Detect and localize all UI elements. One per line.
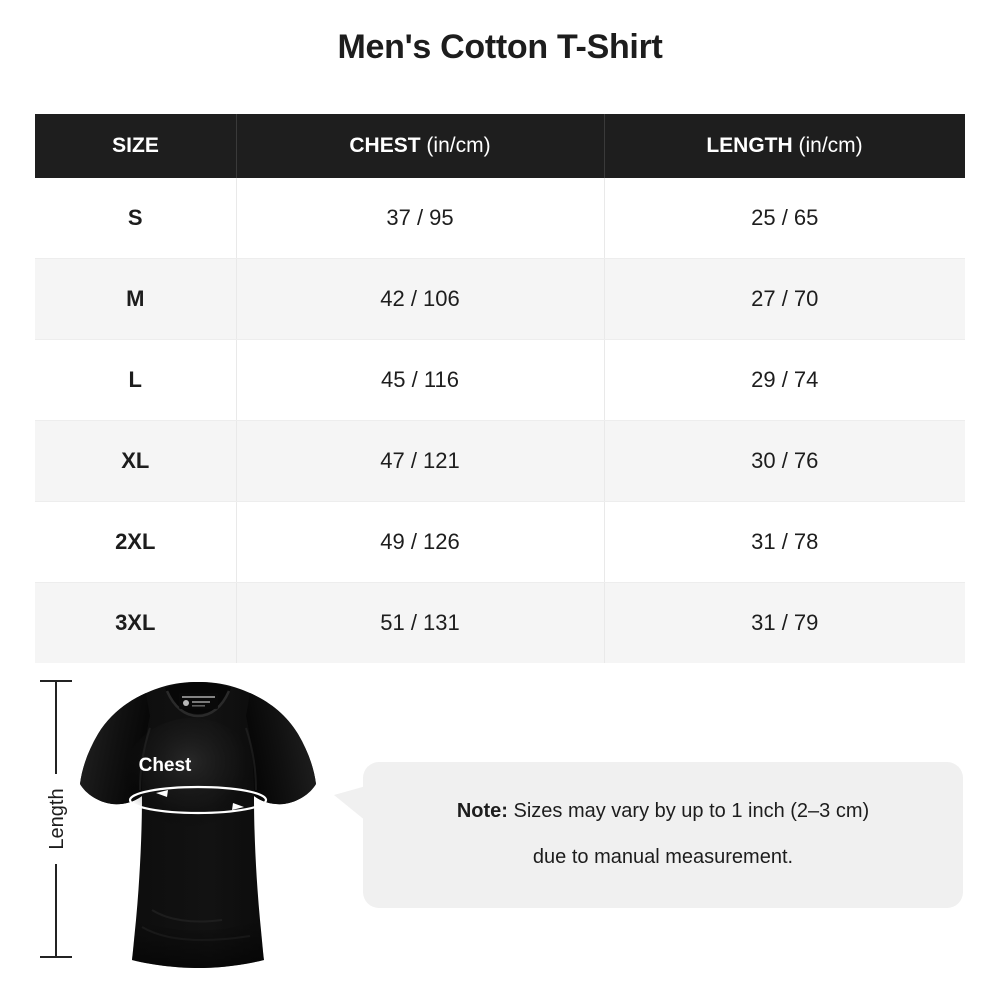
cell-chest: 42 / 106 [236, 258, 605, 340]
table-header-row: SIZE CHEST (in/cm) LENGTH (in/cm) [35, 114, 965, 178]
cell-length: 30 / 76 [604, 420, 965, 502]
table-row: 3XL 51 / 131 31 / 79 [35, 582, 965, 663]
cell-length: 27 / 70 [604, 258, 965, 340]
column-header-length: LENGTH (in/cm) [604, 114, 965, 178]
table-row: 2XL 49 / 126 31 / 78 [35, 501, 965, 583]
cell-length: 29 / 74 [604, 339, 965, 421]
cell-size: S [35, 178, 237, 259]
note-line-2: due to manual measurement. [532, 846, 794, 868]
length-stem-lower-icon [55, 864, 57, 956]
table-row: S 37 / 95 25 / 65 [35, 178, 965, 259]
column-header-chest-label: CHEST [349, 134, 421, 157]
cell-size: M [35, 258, 237, 340]
table-header: SIZE CHEST (in/cm) LENGTH (in/cm) [35, 114, 965, 178]
column-header-length-label: LENGTH [706, 134, 793, 157]
cell-chest: 45 / 116 [236, 339, 605, 421]
cell-length: 31 / 79 [604, 582, 965, 663]
note-lead: Note: [456, 800, 508, 822]
table-row: XL 47 / 121 30 / 76 [35, 420, 965, 502]
length-cap-top-icon [40, 680, 72, 682]
shirt-collar-rib-icon [165, 690, 231, 718]
tshirt-svg [80, 682, 316, 968]
cell-chest: 49 / 126 [236, 501, 605, 583]
shirt-chest-highlight [122, 718, 262, 846]
length-dimension-line: Length [40, 680, 82, 958]
cell-size: L [35, 339, 237, 421]
column-header-size: SIZE [35, 114, 236, 178]
table-row: L 45 / 116 29 / 74 [35, 339, 965, 421]
table-body: S 37 / 95 25 / 65 M 42 / 106 27 / 70 L 4… [35, 178, 965, 663]
note-line-1: Sizes may vary by up to 1 inch (2–3 cm) [507, 800, 870, 822]
length-cap-bottom-icon [40, 956, 72, 958]
cell-length: 31 / 78 [604, 501, 965, 583]
column-header-chest-unit: (in/cm) [426, 134, 491, 157]
note-bubble: Note: Sizes may vary by up to 1 inch (2–… [363, 762, 963, 908]
length-stem-upper-icon [55, 682, 57, 774]
chest-measure-ellipse-icon [128, 785, 268, 815]
shirt-sleeve-right [246, 693, 316, 805]
cell-chest: 37 / 95 [236, 178, 605, 259]
note-bubble-tail-icon [334, 786, 366, 821]
neck-tag-icon [179, 693, 218, 709]
column-header-size-label: SIZE [112, 134, 159, 157]
cell-chest: 47 / 121 [236, 420, 605, 502]
tshirt-illustration [72, 672, 324, 972]
column-header-length-unit: (in/cm) [798, 134, 863, 157]
size-chart-table: SIZE CHEST (in/cm) LENGTH (in/cm) S 37 /… [35, 114, 965, 663]
cell-chest: 51 / 131 [236, 582, 605, 663]
page-title: Men's Cotton T-Shirt [337, 28, 663, 66]
cell-length: 25 / 65 [604, 178, 965, 259]
cell-size: 2XL [35, 501, 237, 583]
table-row: M 42 / 106 27 / 70 [35, 258, 965, 340]
cell-size: XL [35, 420, 237, 502]
cell-size: 3XL [35, 582, 237, 663]
shirt-hem-shade [132, 920, 264, 968]
column-header-chest: CHEST (in/cm) [236, 114, 604, 178]
